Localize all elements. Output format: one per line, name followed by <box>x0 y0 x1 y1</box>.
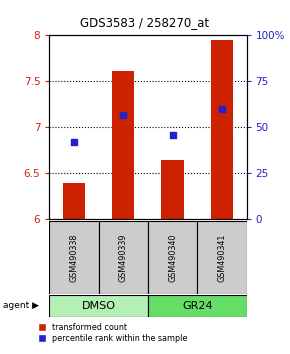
FancyBboxPatch shape <box>197 221 246 294</box>
FancyBboxPatch shape <box>49 295 148 317</box>
Point <box>121 112 126 118</box>
Point <box>220 106 224 112</box>
Bar <box>211 40 233 219</box>
Text: DMSO: DMSO <box>81 301 116 311</box>
Point <box>72 139 76 145</box>
Text: GSM490340: GSM490340 <box>168 233 177 282</box>
Bar <box>112 71 134 219</box>
FancyBboxPatch shape <box>148 221 197 294</box>
Point <box>170 132 175 138</box>
Text: agent ▶: agent ▶ <box>3 301 39 310</box>
Text: GSM490338: GSM490338 <box>69 233 79 282</box>
Text: GR24: GR24 <box>182 301 213 311</box>
Bar <box>162 160 184 219</box>
Text: GSM490339: GSM490339 <box>119 233 128 282</box>
Bar <box>63 183 85 219</box>
Legend: transformed count, percentile rank within the sample: transformed count, percentile rank withi… <box>39 322 187 343</box>
Text: GSM490341: GSM490341 <box>217 233 226 282</box>
FancyBboxPatch shape <box>49 221 99 294</box>
FancyBboxPatch shape <box>148 295 246 317</box>
FancyBboxPatch shape <box>99 221 148 294</box>
Text: GDS3583 / 258270_at: GDS3583 / 258270_at <box>80 16 210 29</box>
